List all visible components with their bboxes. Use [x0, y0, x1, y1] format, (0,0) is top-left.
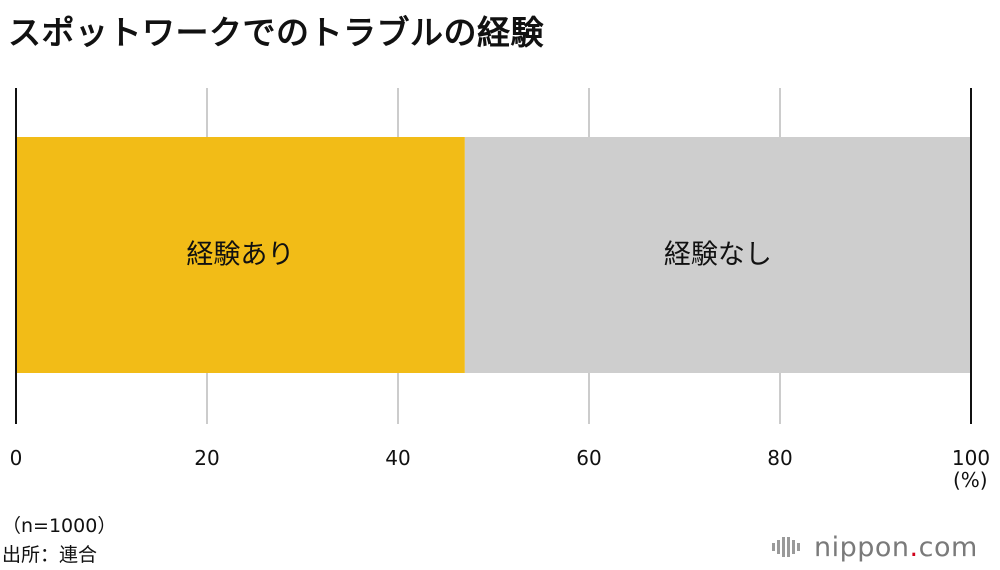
bar-segment-1 — [16, 137, 465, 373]
stacked-bar-chart: 経験あり 経験なし 0 20 40 60 80 100 — [10, 88, 990, 470]
chart-title: スポットワークでのトラブルの経験 — [8, 13, 544, 52]
tick-label-20: 20 — [194, 446, 219, 470]
tick-labels: 0 20 40 60 80 100 — [10, 446, 990, 470]
source-note: 出所：連合 — [2, 544, 98, 566]
segment-label-2: 経験なし — [664, 240, 772, 271]
tick-label-0: 0 — [10, 446, 23, 470]
logo-bars-icon — [772, 537, 800, 557]
tick-label-100: 100 — [952, 446, 990, 470]
logo-text: nippon.com — [814, 531, 978, 563]
bar-segment-2 — [464, 137, 971, 373]
axis-lines — [15, 88, 972, 424]
tick-label-80: 80 — [767, 446, 792, 470]
nippon-logo: nippon.com — [772, 530, 978, 564]
bar-segments: 経験あり 経験なし — [16, 137, 971, 373]
sample-size-note: （n=1000） — [2, 515, 117, 537]
tick-label-60: 60 — [576, 446, 601, 470]
unit-label: (%) — [953, 468, 988, 492]
tick-label-40: 40 — [385, 446, 410, 470]
segment-label-1: 経験あり — [186, 240, 294, 271]
